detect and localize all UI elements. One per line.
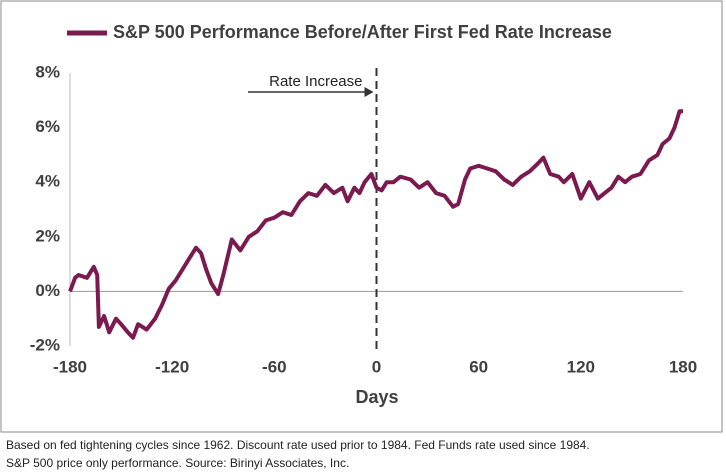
legend-label: S&P 500 Performance Before/After First F… (113, 22, 612, 42)
frame (0, 0, 723, 433)
y-tick-label: 2% (35, 226, 60, 245)
x-tick-label: -60 (262, 357, 287, 376)
x-tick-label: -120 (155, 357, 189, 376)
y-tick-label: 4% (35, 172, 60, 191)
annotation: Rate Increase (269, 73, 362, 90)
x-tick-label: 180 (669, 357, 697, 376)
y-tick-label: 6% (35, 117, 60, 136)
arrow-head (364, 87, 374, 97)
x-axis-label: Days (355, 387, 398, 407)
x-tick-label: 0 (372, 357, 381, 376)
y-tick-label: -2% (30, 335, 60, 354)
footnote: Based on fed tightening cycles since 196… (6, 438, 590, 452)
y-tick-label: 8% (35, 62, 60, 81)
footnote: S&P 500 price only performance. Source: … (6, 456, 349, 470)
x-tick-label: 120 (567, 357, 595, 376)
series-line (68, 109, 683, 340)
y-tick-label: 0% (35, 281, 60, 300)
x-tick-label: 60 (469, 357, 488, 376)
x-tick-label: -180 (53, 357, 87, 376)
